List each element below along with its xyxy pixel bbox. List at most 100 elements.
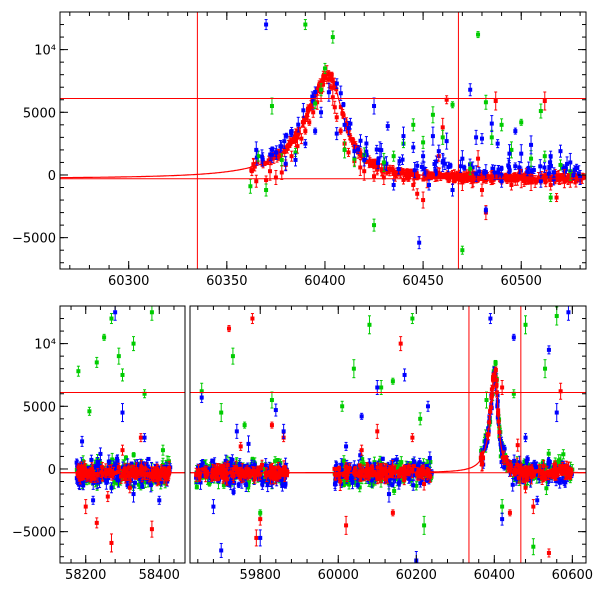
data-point: [422, 477, 427, 491]
x-tick-label: 60350: [206, 274, 247, 289]
data-point: [460, 150, 465, 168]
x-tick-label: 60000: [318, 568, 359, 583]
data-point: [411, 179, 416, 191]
y-tick-label: 5000: [23, 400, 56, 415]
data-point: [254, 174, 259, 188]
data-point: [160, 444, 165, 456]
data-point: [303, 139, 308, 149]
data-point: [341, 102, 346, 108]
data-point: [440, 152, 445, 172]
x-tick-label: 58200: [65, 568, 106, 583]
data-point: [199, 392, 204, 404]
data-point: [346, 120, 351, 136]
data-point: [342, 141, 347, 159]
data-point: [546, 449, 551, 459]
data-point: [299, 133, 304, 145]
x-tick-label: 58400: [139, 568, 180, 583]
data-point: [557, 477, 562, 489]
data-point: [334, 112, 339, 122]
data-point: [370, 472, 375, 478]
data-point: [330, 30, 335, 44]
data-point: [496, 165, 501, 180]
y-tick-label: 0: [48, 463, 56, 478]
data-point: [236, 481, 241, 489]
data-point: [415, 188, 420, 200]
data-point: [529, 135, 534, 155]
data-point: [551, 463, 556, 477]
data-point: [489, 115, 494, 133]
data-point: [483, 206, 488, 214]
series-ff0000: [227, 313, 563, 558]
data-point: [338, 127, 343, 135]
data-point: [410, 433, 415, 443]
data-point: [80, 435, 85, 447]
data-point: [258, 509, 263, 517]
data-point: [78, 473, 83, 478]
plot-area: [190, 306, 586, 563]
data-point: [542, 173, 547, 182]
data-point: [500, 512, 505, 526]
data-point: [446, 161, 451, 173]
data-point: [301, 102, 306, 118]
data-point: [210, 458, 215, 464]
data-point: [511, 389, 516, 399]
data-point: [342, 118, 347, 132]
data-point: [91, 472, 96, 478]
data-point: [359, 412, 364, 420]
data-point: [303, 127, 308, 135]
data-point: [194, 467, 199, 482]
data-point: [414, 481, 419, 491]
data-point: [574, 163, 579, 173]
data-point: [367, 315, 372, 335]
data-point: [381, 152, 386, 172]
data-point: [394, 455, 399, 465]
x-tick-label: 60400: [304, 274, 345, 289]
data-point: [142, 433, 147, 443]
data-point: [442, 157, 447, 171]
data-point: [269, 97, 274, 115]
data-point: [387, 465, 392, 477]
data-point: [493, 360, 498, 367]
data-point: [231, 488, 236, 496]
series-0000ff: [254, 19, 583, 250]
data-point: [426, 179, 431, 191]
data-point: [100, 466, 105, 482]
y-tick-label: 0: [48, 169, 56, 184]
data-point: [523, 482, 528, 494]
data-point: [275, 458, 280, 463]
data-point: [406, 463, 411, 471]
data-point: [344, 515, 349, 535]
series-00cc00: [76, 306, 165, 456]
data-point: [268, 161, 273, 181]
axes-frame: [59, 305, 186, 564]
data-point: [503, 172, 508, 179]
data-point: [242, 421, 247, 429]
data-point: [568, 152, 573, 172]
data-point: [444, 95, 449, 105]
data-point: [489, 129, 494, 145]
data-point: [427, 451, 432, 465]
data-point: [120, 444, 125, 456]
data-point: [391, 179, 396, 191]
data-point: [411, 479, 416, 491]
data-point: [545, 470, 550, 477]
data-point: [566, 306, 571, 321]
data-point: [362, 153, 367, 167]
data-point: [526, 161, 531, 175]
data-point: [450, 183, 455, 197]
data-point: [542, 150, 547, 162]
data-point: [313, 86, 318, 98]
data-point: [558, 382, 563, 400]
data-point: [510, 477, 515, 492]
x-tick-label: 60200: [396, 568, 437, 583]
data-point: [513, 466, 518, 476]
data-point: [221, 465, 226, 476]
data-point: [557, 175, 562, 185]
data-point: [91, 495, 96, 505]
data-point: [123, 455, 128, 461]
data-point: [405, 174, 410, 179]
data-point: [334, 78, 339, 89]
x-tick-label: 60450: [402, 274, 443, 289]
data-point: [412, 161, 417, 179]
data-point: [273, 147, 278, 157]
